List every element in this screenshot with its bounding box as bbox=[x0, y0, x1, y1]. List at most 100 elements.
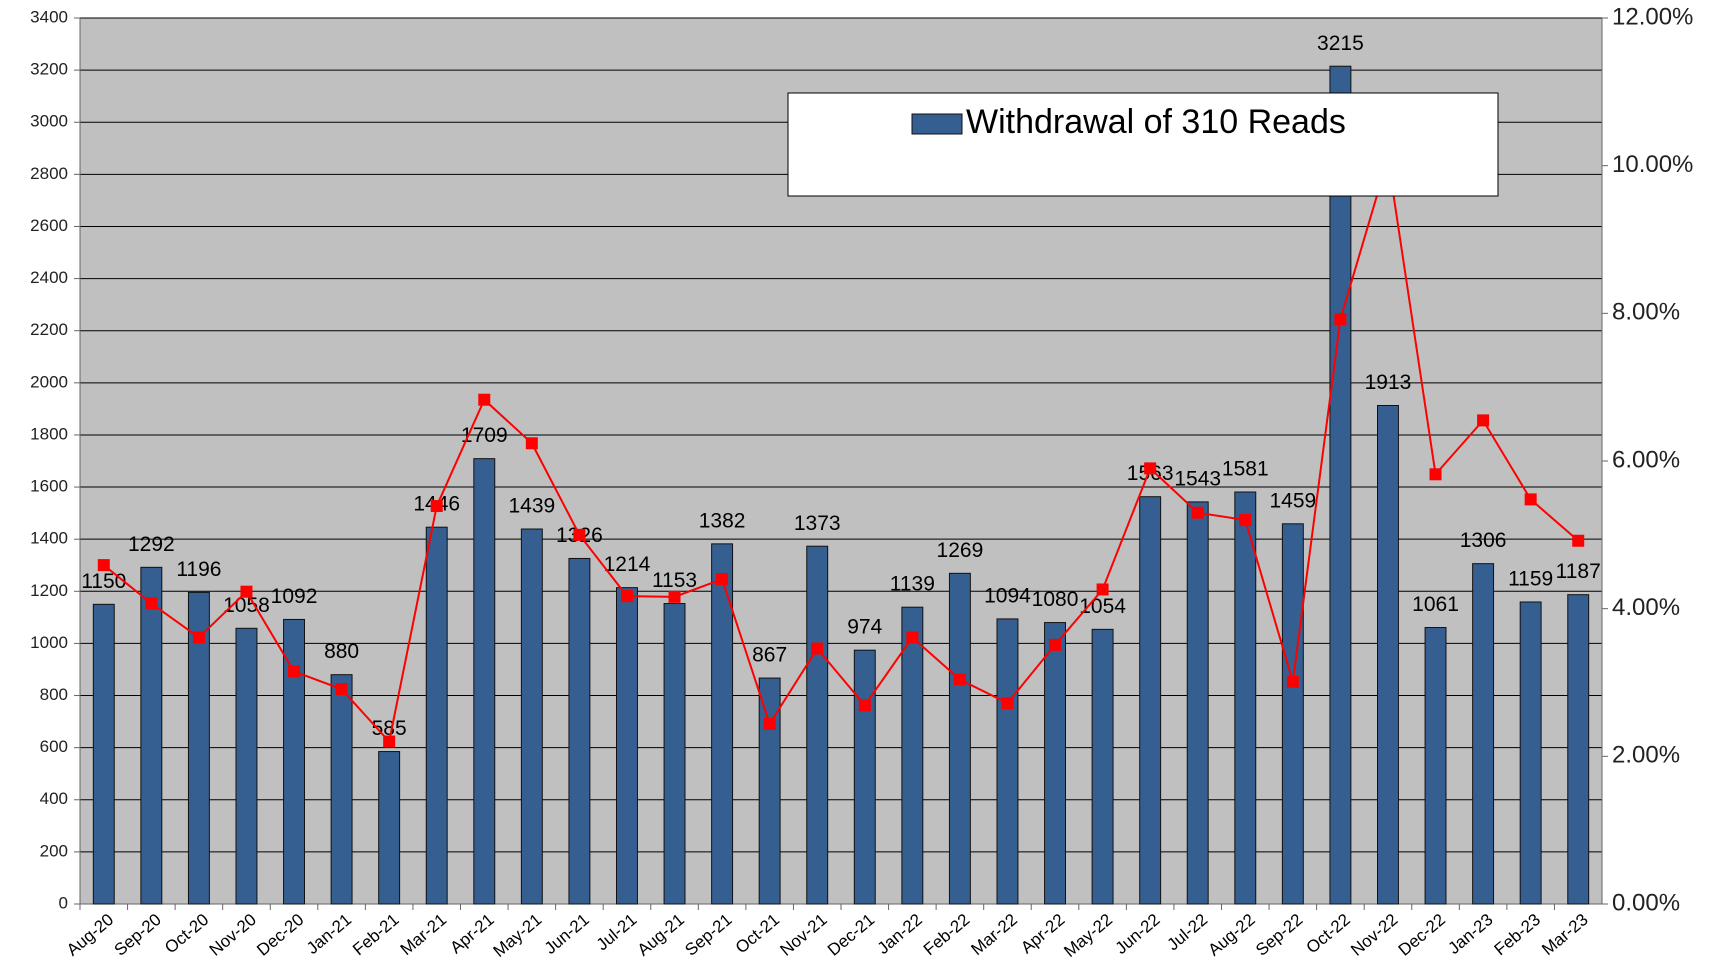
bar bbox=[663, 603, 686, 905]
bar bbox=[996, 618, 1019, 905]
bar bbox=[1424, 627, 1447, 905]
data-label: 1292 bbox=[128, 533, 175, 556]
data-label: 1382 bbox=[699, 509, 746, 532]
line-marker bbox=[1096, 583, 1109, 596]
line-marker bbox=[953, 673, 966, 686]
line-marker bbox=[430, 500, 443, 513]
bar bbox=[283, 618, 305, 905]
data-label: 1709 bbox=[461, 424, 508, 447]
x-tick-label: Sep-22 bbox=[1252, 910, 1306, 960]
x-tick-label: Jan-21 bbox=[303, 910, 355, 958]
bar bbox=[1186, 501, 1209, 905]
y-tick-label: 3200 bbox=[30, 60, 68, 79]
bar bbox=[1472, 563, 1495, 905]
x-tick-label: Jun-21 bbox=[541, 910, 593, 958]
legend-label: Withdrawal of 310 Reads bbox=[966, 103, 1346, 141]
y-tick-label: 2600 bbox=[30, 216, 68, 235]
y-tick-label: 1400 bbox=[30, 529, 68, 548]
x-tick-label: Aug-21 bbox=[634, 910, 688, 960]
x-tick-label: Oct-22 bbox=[1303, 910, 1354, 957]
line-marker bbox=[97, 559, 110, 572]
bar bbox=[901, 606, 924, 905]
y-tick-label: 200 bbox=[40, 841, 68, 860]
x-tick-label: Feb-23 bbox=[1491, 910, 1544, 959]
y-tick-label: 400 bbox=[40, 789, 68, 808]
line-marker bbox=[1286, 675, 1299, 688]
line-marker bbox=[811, 642, 824, 655]
line-marker bbox=[763, 717, 776, 730]
line-marker bbox=[1429, 468, 1442, 481]
legend-box bbox=[787, 92, 1499, 197]
line-marker bbox=[1334, 313, 1347, 326]
bar bbox=[1091, 628, 1114, 905]
x-tick-label: Nov-20 bbox=[206, 910, 260, 960]
line-marker bbox=[716, 573, 729, 586]
x-tick-label: Apr-22 bbox=[1017, 910, 1068, 957]
bar bbox=[1567, 594, 1590, 905]
line-marker bbox=[383, 735, 396, 748]
y2-tick-label: 4.00% bbox=[1612, 594, 1680, 621]
data-label: 867 bbox=[752, 644, 787, 667]
line-marker bbox=[1144, 462, 1157, 475]
y-tick-label: 2800 bbox=[30, 164, 68, 183]
data-label: 1061 bbox=[1412, 593, 1459, 616]
x-tick-label: Dec-22 bbox=[1395, 910, 1449, 960]
x-tick-label: Jan-23 bbox=[1445, 910, 1497, 958]
bar bbox=[473, 458, 496, 905]
y-tick-label: 1800 bbox=[30, 424, 68, 443]
x-tick-label: Mar-21 bbox=[397, 910, 450, 959]
x-tick-label: May-22 bbox=[1060, 910, 1116, 961]
line-marker bbox=[288, 665, 301, 678]
x-tick-label: Feb-22 bbox=[920, 910, 973, 959]
data-label: 1913 bbox=[1365, 371, 1412, 394]
y-tick-label: 1000 bbox=[30, 633, 68, 652]
x-tick-label: Mar-22 bbox=[967, 910, 1020, 959]
x-tick-label: Apr-21 bbox=[446, 910, 497, 957]
bar bbox=[1234, 491, 1257, 905]
x-tick-label: Jun-22 bbox=[1112, 910, 1164, 958]
line-marker bbox=[1001, 697, 1014, 710]
x-tick-label: Dec-21 bbox=[824, 910, 878, 960]
x-tick-label: May-21 bbox=[490, 910, 546, 961]
x-tick-label: Dec-20 bbox=[253, 910, 307, 960]
y-tick-label: 800 bbox=[40, 685, 68, 704]
data-label: 585 bbox=[372, 717, 407, 740]
line-marker bbox=[1239, 514, 1252, 527]
bar bbox=[1519, 601, 1542, 905]
x-tick-label: Oct-20 bbox=[161, 910, 212, 957]
line-marker bbox=[1572, 534, 1585, 547]
bar bbox=[1044, 622, 1066, 905]
line-marker bbox=[525, 437, 538, 450]
data-label: 880 bbox=[324, 640, 359, 663]
bar bbox=[378, 751, 401, 905]
line-marker bbox=[1524, 493, 1537, 506]
data-label: 1306 bbox=[1460, 529, 1507, 552]
y-tick-label: 600 bbox=[40, 737, 68, 756]
bar bbox=[758, 677, 781, 905]
line-marker bbox=[335, 683, 348, 696]
x-tick-label: Nov-21 bbox=[776, 910, 830, 960]
data-label: 3215 bbox=[1317, 32, 1364, 55]
bar bbox=[520, 528, 543, 905]
y2-tick-label: 0.00% bbox=[1612, 889, 1680, 916]
line-marker bbox=[620, 590, 633, 603]
bar bbox=[806, 545, 829, 905]
line bbox=[103, 157, 1579, 744]
data-label: 1543 bbox=[1174, 467, 1221, 490]
line-marker bbox=[1049, 638, 1062, 651]
y-tick-label: 1600 bbox=[30, 477, 68, 496]
data-label: 1054 bbox=[1079, 595, 1126, 618]
bar bbox=[711, 543, 734, 905]
x-tick-label: Aug-22 bbox=[1205, 910, 1259, 960]
line-marker bbox=[1477, 414, 1490, 427]
legend-swatch bbox=[911, 113, 963, 135]
legend: Withdrawal of 310 Reads bbox=[787, 92, 1499, 197]
y2-tick-label: 10.00% bbox=[1612, 151, 1693, 178]
x-tick-label: Sep-21 bbox=[681, 910, 735, 960]
bar bbox=[853, 649, 876, 905]
data-label: 1373 bbox=[794, 512, 841, 535]
data-label: 1269 bbox=[937, 539, 984, 562]
bar bbox=[425, 526, 448, 905]
bar bbox=[330, 674, 353, 905]
